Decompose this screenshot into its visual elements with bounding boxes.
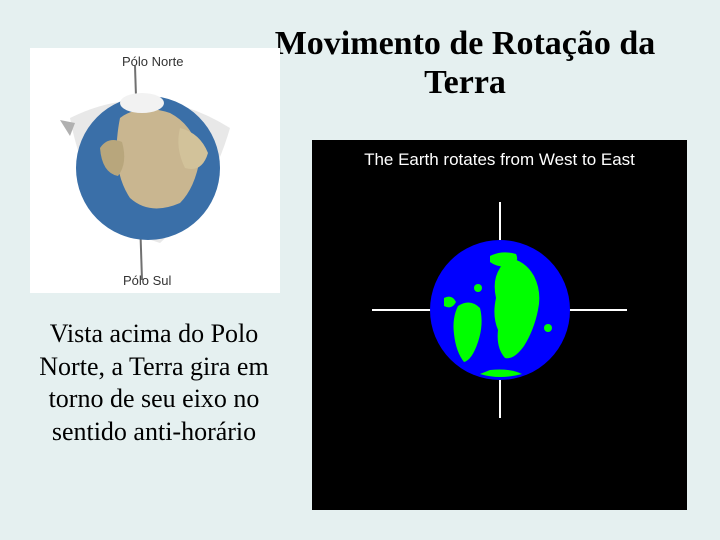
axis-bottom — [499, 380, 501, 418]
left-globe-figure: Pólo Norte Pólo Sul — [30, 48, 280, 293]
right-figure-title: The Earth rotates from West to East — [312, 150, 687, 170]
axis-top — [499, 202, 501, 240]
right-globe-icon — [430, 240, 570, 380]
right-globe-figure: The Earth rotates from West to East — [312, 140, 687, 510]
north-pole-label: Pólo Norte — [122, 54, 183, 69]
left-caption: Vista acima do Polo Norte, a Terra gira … — [24, 318, 284, 448]
south-pole-label: Pólo Sul — [123, 273, 171, 288]
slide-title: Movimento de Rotação da Terra — [230, 24, 700, 102]
tilted-globe-icon — [30, 48, 280, 293]
slide: Movimento de Rotação da Terra Pólo Norte… — [0, 0, 720, 540]
